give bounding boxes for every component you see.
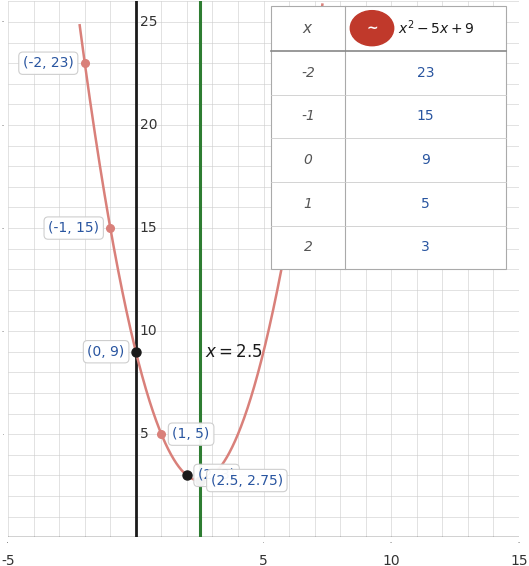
FancyBboxPatch shape [271, 6, 506, 269]
Text: (2, 3): (2, 3) [198, 469, 235, 482]
Text: 10: 10 [382, 554, 400, 566]
Text: 20: 20 [140, 118, 157, 132]
Text: 15: 15 [417, 109, 434, 123]
Text: -1: -1 [301, 109, 315, 123]
Text: (2.5, 2.75): (2.5, 2.75) [211, 474, 283, 487]
Text: ∼: ∼ [366, 21, 378, 35]
Text: 9: 9 [421, 153, 430, 167]
Text: 0: 0 [304, 153, 313, 167]
Text: 25: 25 [140, 15, 157, 29]
Text: 5: 5 [140, 427, 149, 441]
Text: 5: 5 [259, 554, 268, 566]
Text: 15: 15 [140, 221, 157, 235]
Text: 5: 5 [421, 197, 430, 211]
Text: (0, 9): (0, 9) [87, 345, 125, 359]
Text: 2: 2 [304, 241, 313, 255]
Circle shape [350, 11, 394, 46]
Text: (-1, 15): (-1, 15) [48, 221, 99, 235]
Text: $x = 2.5$: $x = 2.5$ [205, 343, 262, 361]
Text: (1, 5): (1, 5) [172, 427, 209, 441]
Text: 3: 3 [421, 241, 430, 255]
Text: -2: -2 [301, 66, 315, 80]
Text: 23: 23 [417, 66, 434, 80]
Text: 10: 10 [140, 324, 157, 338]
Text: $x$: $x$ [303, 21, 314, 36]
Text: 15: 15 [510, 554, 527, 566]
Text: -5: -5 [2, 554, 15, 566]
Text: (-2, 23): (-2, 23) [23, 56, 74, 70]
Text: $x^2-5x+9$: $x^2-5x+9$ [397, 19, 475, 37]
Text: 1: 1 [304, 197, 313, 211]
